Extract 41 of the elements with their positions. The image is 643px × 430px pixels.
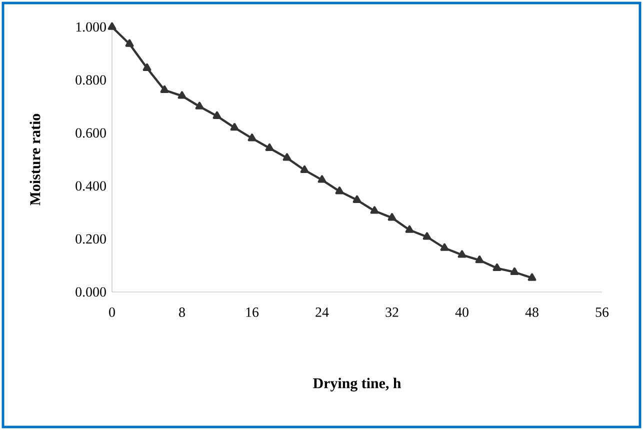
x-axis-title: Drying tine, h — [313, 378, 401, 392]
point — [230, 123, 239, 131]
point — [492, 263, 502, 272]
point — [510, 267, 519, 276]
x-tick-label: 16 — [246, 308, 259, 317]
x-tick-label: 40 — [455, 308, 468, 317]
point — [195, 102, 204, 110]
point — [370, 206, 379, 214]
x-tick-label: 48 — [525, 308, 538, 317]
x-tick-label: 32 — [386, 308, 398, 317]
point — [528, 273, 536, 281]
y-axis-title: Moisture ratio — [30, 114, 40, 206]
x-tick-label: 24 — [316, 308, 329, 317]
point — [388, 213, 396, 221]
point — [440, 243, 449, 251]
y-tick-label: 1.000 — [76, 22, 106, 32]
point — [178, 91, 186, 99]
point — [108, 22, 116, 30]
y-tick-label: 0.400 — [76, 181, 106, 191]
x-tick-label: 0 — [109, 308, 115, 317]
point — [458, 250, 466, 258]
point — [248, 134, 256, 142]
y-tick-label: 0.000 — [76, 287, 106, 297]
x-tick-label: 56 — [596, 308, 609, 317]
point — [300, 165, 309, 173]
point — [212, 111, 222, 119]
point — [265, 143, 274, 151]
x-tick-label: 8 — [179, 308, 185, 317]
y-tick-label: 0.800 — [76, 75, 106, 85]
point — [335, 186, 344, 194]
point — [352, 195, 362, 203]
point — [422, 232, 432, 240]
y-tick-label: 0.600 — [76, 128, 106, 138]
point — [160, 85, 169, 93]
point — [475, 256, 484, 264]
point — [142, 63, 152, 71]
point — [318, 175, 326, 183]
point — [405, 225, 414, 233]
point — [282, 153, 292, 161]
point — [125, 39, 134, 47]
y-tick-label: 0.200 — [76, 234, 106, 244]
